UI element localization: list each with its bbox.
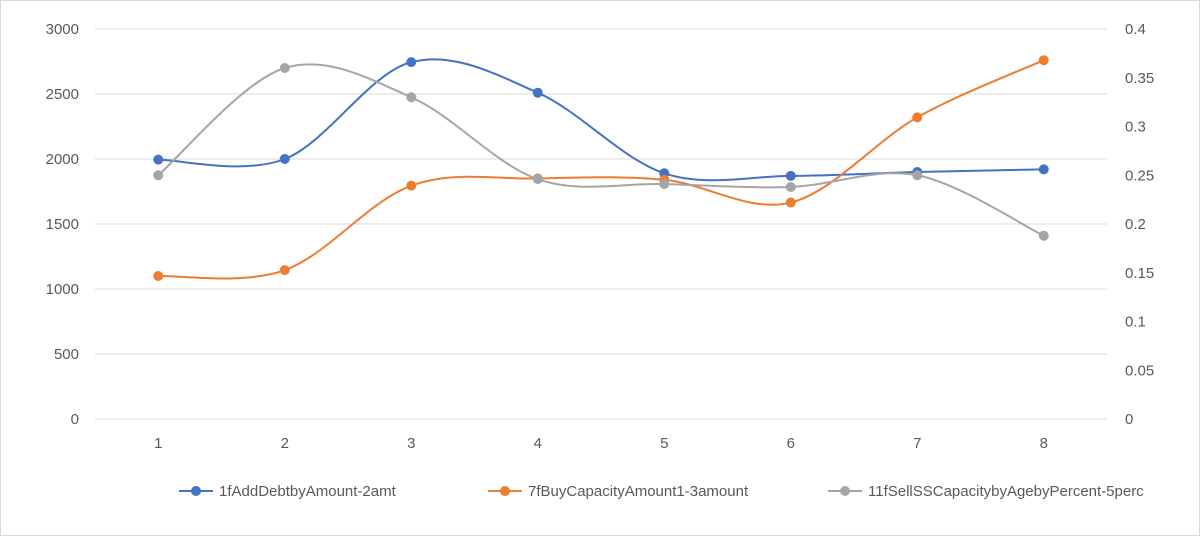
right-axis-tick-label: 0.4: [1125, 21, 1146, 38]
x-axis-tick-label: 4: [534, 435, 542, 452]
legend-dot-marker: [191, 486, 201, 496]
data-point: [1038, 55, 1049, 66]
left-axis-tick-label: 1000: [46, 281, 79, 298]
legend-dot-marker: [840, 486, 850, 496]
data-point: [532, 174, 543, 185]
right-axis-tick-label: 0.3: [1125, 119, 1146, 136]
data-point: [532, 87, 543, 98]
legend: 1fAddDebtbyAmount-2amt 7fBuyCapacityAmoun…: [179, 483, 1144, 500]
series-line: [158, 58, 1044, 182]
left-axis-tick-label: 3000: [46, 21, 79, 38]
series-3: [153, 63, 1049, 241]
series-line: [158, 59, 1045, 280]
legend-item: 1fAddDebtbyAmount-2amt: [179, 483, 397, 500]
data-point: [279, 265, 290, 276]
data-point: [153, 154, 164, 165]
data-point: [153, 271, 164, 281]
data-point: [1038, 164, 1049, 175]
x-axis-tick-labels: 1 2 3 4 5 6 7 8: [154, 435, 1048, 452]
legend-item: 11fSellSSCapacitybyAgebyPercent-5perc: [828, 483, 1144, 500]
data-point: [1038, 230, 1049, 241]
left-axis-tick-label: 2000: [46, 151, 79, 168]
right-axis-tick-label: 0: [1125, 411, 1133, 428]
legend-item: 7fBuyCapacityAmount1-3amount: [488, 483, 749, 500]
left-axis-tick-labels: 0 500 1000 1500 2000 2500 3000: [46, 21, 79, 428]
left-axis-tick-label: 1500: [46, 216, 79, 233]
data-point: [785, 170, 796, 181]
right-axis-tick-label: 0.1: [1125, 314, 1146, 331]
x-axis-tick-label: 2: [281, 435, 289, 452]
x-axis-tick-label: 7: [913, 435, 921, 452]
data-point: [406, 180, 417, 191]
x-axis-tick-label: 5: [660, 435, 668, 452]
data-point: [785, 181, 796, 192]
right-axis-tick-label: 0.05: [1125, 362, 1154, 379]
data-point: [659, 179, 670, 190]
x-axis-tick-label: 6: [787, 435, 795, 452]
data-point: [279, 63, 290, 73]
left-axis-tick-label: 0: [71, 411, 79, 428]
right-axis-tick-label: 0.35: [1125, 70, 1154, 87]
gridlines: [95, 28, 1107, 420]
series-layer: [153, 55, 1049, 281]
data-point: [153, 170, 164, 181]
legend-label: 1fAddDebtbyAmount-2amt: [219, 483, 397, 500]
left-axis-tick-label: 500: [54, 346, 79, 363]
legend-label: 7fBuyCapacityAmount1-3amount: [528, 483, 749, 500]
series-line: [157, 63, 1045, 237]
right-axis-tick-labels: 0 0.05 0.1 0.15 0.2 0.25 0.3 0.35 0.4: [1125, 21, 1154, 428]
right-axis-tick-label: 0.25: [1125, 167, 1154, 184]
legend-label: 11fSellSSCapacitybyAgebyPercent-5perc: [868, 483, 1144, 500]
x-axis-tick-label: 8: [1040, 435, 1048, 452]
right-axis-tick-label: 0.15: [1125, 265, 1154, 282]
data-point: [406, 92, 417, 103]
data-point: [279, 154, 290, 164]
right-axis-tick-label: 0.2: [1125, 216, 1146, 233]
data-point: [912, 112, 923, 123]
data-point: [406, 57, 417, 68]
data-point: [785, 197, 796, 208]
legend-dot-marker: [500, 486, 510, 496]
x-axis-tick-label: 3: [407, 435, 415, 452]
data-point: [912, 170, 923, 181]
left-axis-tick-label: 2500: [46, 86, 79, 103]
x-axis-tick-label: 1: [154, 435, 162, 452]
